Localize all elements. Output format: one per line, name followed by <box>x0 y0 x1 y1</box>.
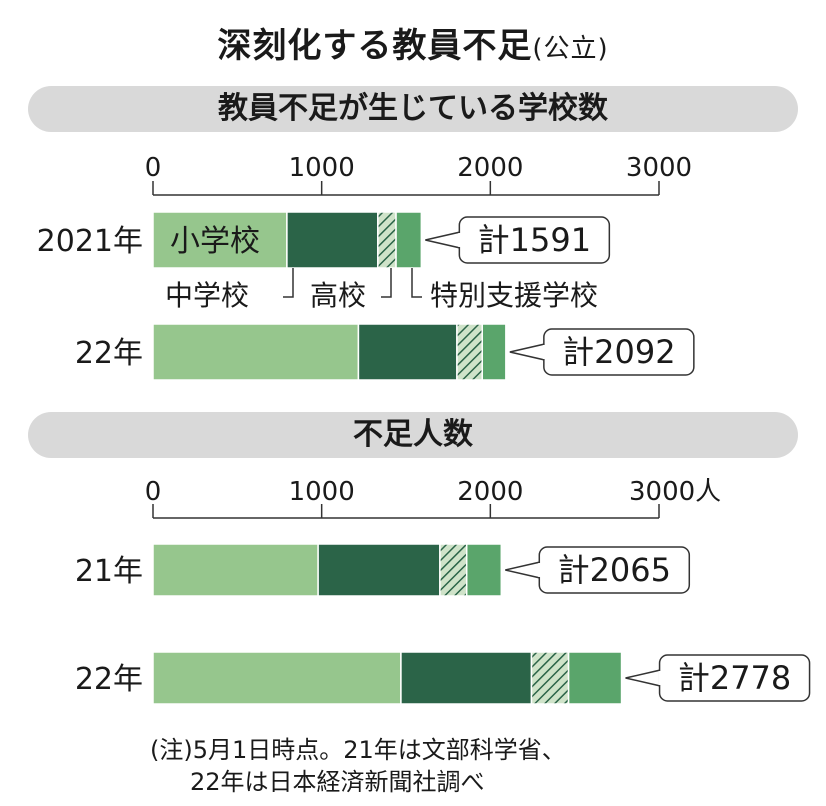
total-label: 計1591 <box>478 221 591 259</box>
bar-segment <box>317 543 441 597</box>
total-label: 計2065 <box>558 551 671 589</box>
x-tick-label: 0 <box>145 477 162 507</box>
source-note-line2: 22年は日本経済新聞社調べ <box>190 768 485 796</box>
callout-joint <box>458 233 463 247</box>
bar-segment <box>377 211 397 269</box>
bar-segment <box>152 323 360 381</box>
category-label: 22年 <box>75 662 143 697</box>
bar-segment <box>456 323 483 381</box>
bar-segment <box>395 211 423 269</box>
legend-connector <box>381 268 392 298</box>
callout-pointer <box>509 343 546 361</box>
chart-title-main: 深刻化する教員不足 <box>217 26 533 66</box>
x-tick-label: 0 <box>145 153 162 183</box>
category-label: 22年 <box>75 336 143 371</box>
total-label: 計2092 <box>562 333 675 371</box>
panel-title-schools: 教員不足が生じている学校数 <box>28 86 798 132</box>
bar-segment <box>439 543 468 597</box>
callout-joint <box>538 563 543 577</box>
panel-title-shortage: 不足人数 <box>28 412 798 458</box>
x-tick-label: 2000 <box>457 153 523 183</box>
callout-pointer <box>425 231 462 249</box>
legend-label-special-support: 特別支援学校 <box>430 279 598 312</box>
bar-segment <box>567 651 623 705</box>
callout-joint <box>542 345 547 359</box>
legend-label-high-school: 高校 <box>310 279 366 312</box>
x-tick-label: 3000人 <box>629 477 721 507</box>
bar-segment <box>530 651 570 705</box>
chart-title-sub: (公立) <box>532 34 609 64</box>
bar-segment <box>152 211 288 269</box>
source-note-line1: (注)5月1日時点。21年は文部科学省、 <box>150 736 566 764</box>
legend-connector <box>411 268 422 298</box>
callout-pointer <box>505 561 542 579</box>
total-label: 計2778 <box>678 659 791 697</box>
legend-connector <box>283 268 294 298</box>
category-label: 2021年 <box>37 224 143 259</box>
bar-segment <box>400 651 533 705</box>
callout-joint <box>658 671 663 685</box>
bar-segment <box>481 323 507 381</box>
x-tick-label: 1000 <box>289 477 355 507</box>
bar-segment <box>152 651 402 705</box>
category-label: 21年 <box>75 554 143 589</box>
x-tick-label: 3000 <box>626 153 692 183</box>
legend-label-junior-high: 中学校 <box>165 279 249 312</box>
elementary-inner-label: 小学校 <box>170 224 260 259</box>
callout-pointer <box>625 669 662 687</box>
bar-segment <box>152 543 319 597</box>
x-tick-label: 2000 <box>457 477 523 507</box>
bar-segment <box>286 211 379 269</box>
bar-segment <box>465 543 503 597</box>
bar-segment <box>357 323 458 381</box>
x-tick-label: 1000 <box>289 153 355 183</box>
chart-title: 深刻化する教員不足(公立) <box>0 18 826 67</box>
